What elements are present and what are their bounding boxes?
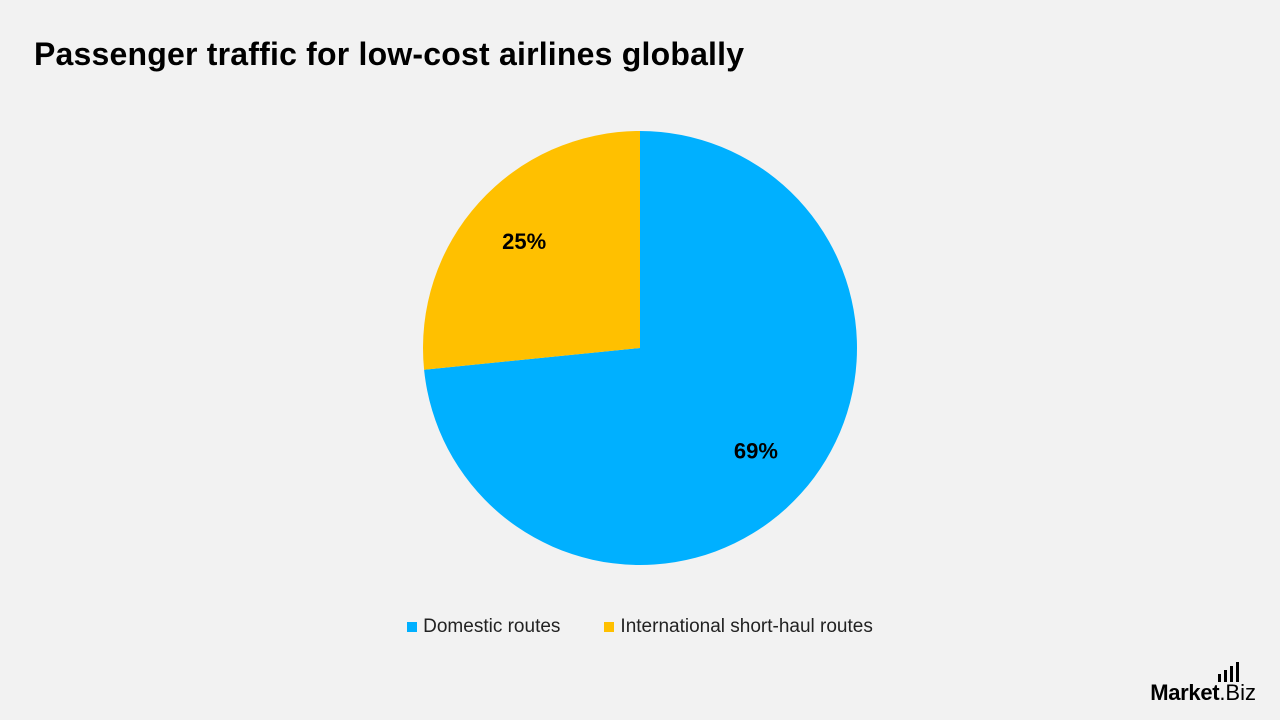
logo-suffix: .Biz xyxy=(1219,680,1256,705)
logo-brand: Market xyxy=(1150,680,1220,705)
pie-labels: 69% 25% xyxy=(502,229,778,464)
bar-chart-icon xyxy=(1218,662,1240,682)
data-label-international-short-haul-routes: 25% xyxy=(502,229,546,254)
marketbiz-logo: Market .Biz xyxy=(1150,662,1256,706)
legend-swatch xyxy=(604,622,615,632)
chart-legend: Domestic routes International short-haul … xyxy=(0,616,1280,638)
legend-label: International short-haul routes xyxy=(620,616,873,637)
pie-slices xyxy=(423,131,857,565)
legend-label: Domestic routes xyxy=(423,616,561,637)
chart-title: Passenger traffic for low-cost airlines … xyxy=(34,36,745,72)
legend-swatch xyxy=(407,622,418,632)
legend-item-international-short-haul-routes: International short-haul routes xyxy=(604,616,873,638)
pie-slice-domestic-routes xyxy=(424,131,857,565)
pie-slice-international-short-haul-routes xyxy=(423,131,640,370)
legend-item-domestic-routes: Domestic routes xyxy=(407,616,560,638)
data-label-domestic-routes: 69% xyxy=(734,439,778,464)
